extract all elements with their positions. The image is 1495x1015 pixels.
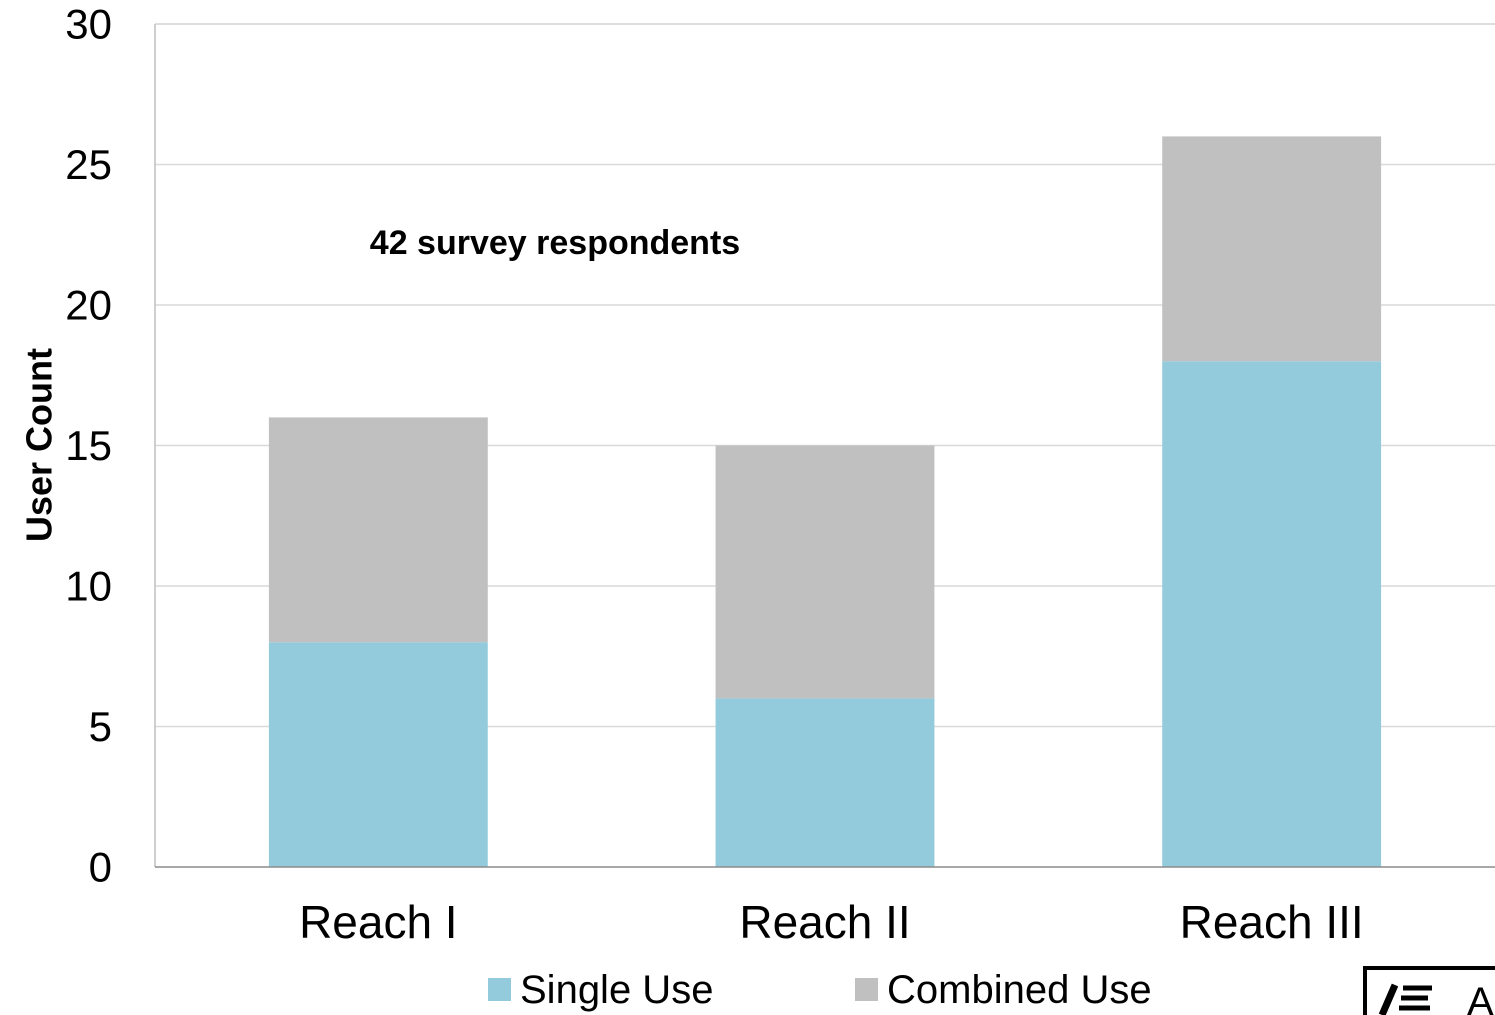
x-category-label-reach-i: Reach I <box>299 896 458 948</box>
y-tick-label-5: 5 <box>89 703 112 750</box>
x-category-label-reach-ii: Reach II <box>739 896 910 948</box>
y-tick-label-20: 20 <box>65 282 112 329</box>
bar-reach-iii-combined-use <box>1162 136 1382 362</box>
logo: A <box>1363 966 1495 1015</box>
y-tick-label-0: 0 <box>89 844 112 891</box>
bar-reach-i-combined-use <box>268 417 488 643</box>
x-category-label-reach-iii: Reach III <box>1180 896 1364 948</box>
y-tick-label-25: 25 <box>65 141 112 188</box>
y-axis-title: User Count <box>19 348 60 542</box>
logo-text: A <box>1467 980 1494 1015</box>
legend: Single Use Combined Use <box>488 968 1152 1012</box>
y-tick-label-15: 15 <box>65 422 112 469</box>
legend-label-single-use: Single Use <box>520 968 713 1012</box>
bar-reach-iii-single-use <box>1162 361 1382 867</box>
bar-reach-ii-combined-use <box>715 445 935 699</box>
legend-label-combined-use: Combined Use <box>887 968 1152 1012</box>
bar-reach-ii-single-use <box>715 698 935 867</box>
legend-swatch-combined-use <box>855 978 878 1001</box>
y-axis-tick-labels: 0 5 10 15 20 25 30 <box>65 1 112 891</box>
x-axis-category-labels: Reach I Reach II Reach III <box>299 896 1364 948</box>
y-tick-label-30: 30 <box>65 1 112 48</box>
y-tick-label-10: 10 <box>65 563 112 610</box>
bars <box>268 136 1382 867</box>
legend-swatch-single-use <box>488 978 511 1001</box>
annotation-respondents: 42 survey respondents <box>370 224 740 262</box>
bar-reach-i-single-use <box>268 642 488 867</box>
plot-frame <box>154 23 1495 868</box>
